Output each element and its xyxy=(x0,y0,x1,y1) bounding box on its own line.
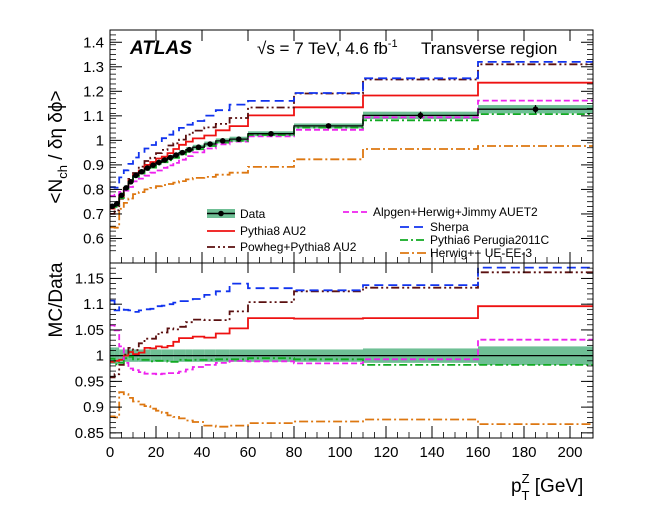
top-series-sherpa xyxy=(110,61,593,189)
ratio-xtick-label-0: 0 xyxy=(106,444,114,461)
top-ytick-label-5: 1.1 xyxy=(83,108,104,125)
ratio-ytick-label-4: 1.05 xyxy=(75,322,104,339)
ratio-ytick-label-2: 0.95 xyxy=(75,373,104,390)
ratio-xtick-label-4: 80 xyxy=(286,444,303,461)
ratio-data-uncertainty-band xyxy=(110,346,593,365)
ratio-xtick-label-9: 180 xyxy=(511,444,536,461)
top-data-point-15 xyxy=(195,144,202,151)
legend-entry-alpgen: Alpgen+Herwig+Jimmy AUET2 xyxy=(343,205,538,219)
top-data-points xyxy=(109,105,593,210)
energy-lumi-label: √s = 7 TeV, 4.6 fb-1 xyxy=(257,38,398,58)
legend: Data Pythia8 AU2 Powheg+Pythia8 AU2 Alpg… xyxy=(207,205,550,260)
ratio-xtick-label-10: 200 xyxy=(557,444,582,461)
top-ytick-label-0: 0.6 xyxy=(83,230,104,247)
top-data-point-1 xyxy=(114,200,120,207)
legend-entry-perugia: Pythia6 Perugia2011C xyxy=(400,233,550,247)
top-series-powheg-pythia8-au2 xyxy=(110,63,593,215)
top-ytick-label-3: 0.9 xyxy=(83,157,104,174)
top-ytick-label-1: 0.7 xyxy=(83,206,104,223)
ratio-series-alpgen-herwig-jimmy-auet2 xyxy=(110,324,593,376)
ratio-ytick-label-3: 1 xyxy=(96,348,104,365)
ratio-xtick-label-6: 120 xyxy=(373,444,398,461)
top-data-point-17 xyxy=(219,138,226,144)
ratio-series-sherpa xyxy=(110,266,593,313)
ratio-xtick-label-3: 60 xyxy=(240,444,257,461)
region-title: Transverse region xyxy=(421,39,557,58)
top-y-axis-title: <Nch / δη δϕ> xyxy=(46,90,70,203)
x-axis-title: pZ T [GeV] xyxy=(511,471,583,503)
top-data-point-19 xyxy=(268,130,274,137)
top-data-point-22 xyxy=(532,106,539,113)
ratio-y-axis: 0.85 0.9 0.95 1 1.05 1.1 1.15 xyxy=(75,267,593,442)
ratio-xtick-label-8: 160 xyxy=(465,444,490,461)
legend-pythia8-label: Pythia8 AU2 xyxy=(240,224,306,238)
top-mc-series xyxy=(110,61,593,229)
ratio-series-pythia8-au2 xyxy=(110,305,593,363)
legend-entry-herwig: Herwig++ UE-EE-3 xyxy=(400,246,532,260)
top-data-point-4 xyxy=(127,179,134,185)
ratio-xtick-label-5: 100 xyxy=(327,444,352,461)
ratio-xtick-label-2: 40 xyxy=(194,444,211,461)
ratio-mc-series xyxy=(110,266,593,428)
legend-powheg-label: Powheg+Pythia8 AU2 xyxy=(240,240,357,254)
top-data-point-6 xyxy=(138,168,145,175)
top-data-uncertainty-band xyxy=(110,105,593,209)
top-x-ticks xyxy=(109,30,571,263)
experiment-label: ATLAS xyxy=(129,38,192,59)
ratio-xtick-label-7: 140 xyxy=(419,444,444,461)
top-data-point-16 xyxy=(207,141,213,147)
top-data-point-5 xyxy=(133,172,139,179)
legend-sherpa-label: Sherpa xyxy=(430,220,469,234)
top-ytick-label-6: 1.2 xyxy=(83,83,104,100)
ratio-y-axis-title: MC/Data xyxy=(46,262,67,337)
top-data-point-11 xyxy=(167,154,174,161)
legend-data-marker xyxy=(218,210,224,217)
ratio-ytick-label-1: 0.9 xyxy=(83,399,104,416)
ratio-ytick-label-0: 0.85 xyxy=(75,425,104,442)
top-ytick-label-8: 1.4 xyxy=(83,34,104,51)
top-data-point-21 xyxy=(417,112,424,119)
top-data-point-9 xyxy=(156,159,162,166)
top-data-point-12 xyxy=(173,152,179,158)
ratio-series-powheg-pythia8-au2 xyxy=(110,271,593,379)
top-data-point-10 xyxy=(161,157,168,163)
legend-alpgen-label: Alpgen+Herwig+Jimmy AUET2 xyxy=(373,205,538,219)
top-plot-frame xyxy=(109,29,594,264)
legend-herwig-label: Herwig++ UE-EE-3 xyxy=(430,246,532,260)
top-series-pythia8-au2 xyxy=(110,81,593,210)
top-data-point-8 xyxy=(150,162,156,168)
legend-entry-data: Data xyxy=(207,207,266,221)
legend-entry-pythia8: Pythia8 AU2 xyxy=(207,224,306,238)
top-data-point-14 xyxy=(186,146,193,153)
ratio-ytick-label-6: 1.15 xyxy=(75,270,104,287)
top-data-point-7 xyxy=(144,165,151,171)
ratio-series-pythia6-perugia2011c xyxy=(110,355,593,366)
top-data-point-3 xyxy=(123,185,129,191)
ratio-x-axis: 0 20 40 60 80 100 120 140 160 180 200 xyxy=(106,257,583,461)
legend-entry-sherpa: Sherpa xyxy=(400,220,469,234)
legend-perugia-label: Pythia6 Perugia2011C xyxy=(430,233,550,247)
top-data-point-13 xyxy=(179,149,186,156)
top-data-point-18 xyxy=(236,136,242,142)
top-ytick-label-7: 1.3 xyxy=(83,59,104,76)
ratio-ytick-label-5: 1.1 xyxy=(83,296,104,313)
top-series-herwig-ue-ee-3 xyxy=(110,145,593,229)
legend-data-label: Data xyxy=(240,207,266,221)
top-data-point-2 xyxy=(118,192,125,199)
ratio-xtick-label-1: 20 xyxy=(148,444,165,461)
top-data-point-20 xyxy=(325,123,332,129)
top-ytick-label-4: 1 xyxy=(96,132,104,149)
top-y-axis: 0.6 0.7 0.8 0.9 1 1.1 1.2 1.3 1.4 xyxy=(83,34,593,252)
ratio-series-herwig-ue-ee-3 xyxy=(110,391,593,428)
top-ytick-label-2: 0.8 xyxy=(83,181,104,198)
legend-entry-powheg: Powheg+Pythia8 AU2 xyxy=(207,240,357,254)
